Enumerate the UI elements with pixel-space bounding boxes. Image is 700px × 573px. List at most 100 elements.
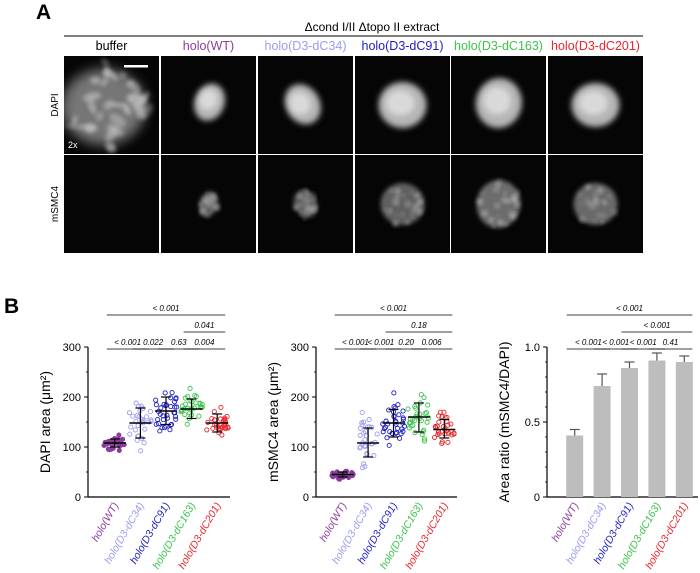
data-point [182,395,188,401]
data-point [157,428,163,434]
p-value-label: 0.63 [171,338,187,347]
data-point [134,437,140,443]
p-value-label: 0.20 [398,338,414,347]
p-value-label: < 0.001 [630,338,657,347]
data-point [357,432,363,438]
data-point [162,390,168,396]
data-point [399,426,405,432]
y-tick-label: 100 [63,442,81,454]
p-value-label: 0.006 [422,338,443,347]
data-point [425,402,431,408]
msmc4-micrograph [161,155,256,253]
p-value-label: < 0.001 [602,338,629,347]
dapi-micrograph [161,56,256,154]
data-point [412,403,418,409]
data-point [424,410,430,416]
data-point [395,402,401,408]
data-point [130,413,136,419]
data-point [357,444,363,450]
data-point [209,416,215,422]
data-point [435,431,441,438]
p-value-label: 0.41 [663,338,679,347]
data-point [116,432,122,438]
data-point [210,425,216,431]
data-point [384,435,390,441]
column-header: holo(D3-dC201) [551,39,640,53]
p-value-label: < 0.001 [342,338,369,347]
data-point [204,427,210,433]
p-value-label: < 0.001 [367,338,394,347]
magnification-label: 2x [68,140,78,150]
dapi-micrograph [355,56,450,154]
data-point [116,447,122,453]
data-point [191,405,197,411]
data-point [219,432,225,438]
data-point [432,423,438,430]
data-point [419,431,425,438]
data-point [396,412,402,418]
data-point [366,424,372,430]
data-point [421,394,427,401]
data-point [380,421,386,427]
data-point [160,413,166,419]
row-label: mSMC4 [50,186,61,223]
data-point [397,435,403,441]
data-point [182,411,188,418]
data-point [422,438,428,444]
data-point [173,395,179,401]
data-point [168,404,174,410]
data-point [359,422,365,428]
dapi-micrograph [548,56,643,154]
data-point [391,404,397,410]
data-point [405,406,411,412]
y-tick-label: 200 [291,392,309,404]
data-point [222,423,228,429]
data-point [359,420,365,426]
data-point [418,392,424,398]
data-point [128,424,134,430]
data-point [441,409,447,415]
y-axis-label: DAPI area (μm²) [37,371,53,473]
data-point [362,444,368,450]
y-tick-label: 300 [63,342,81,354]
column-header: holo(D3-dC34) [265,39,347,53]
data-point [184,421,190,427]
column-header: holo(WT) [183,39,234,53]
y-axis-label: Area ratio (mSMC4/DAPI) [496,341,512,502]
p-value-label: < 0.001 [643,321,670,330]
data-point [144,414,150,420]
data-point [398,431,404,437]
column-header: holo(D3-dC91) [362,39,444,53]
data-point [147,409,154,415]
msmc4-micrograph [355,155,450,253]
data-point [225,424,231,430]
data-point [445,422,451,428]
data-point [410,422,416,428]
dapi-micrograph: 2x [64,56,159,154]
data-point [146,419,152,425]
data-point [445,439,451,445]
data-point [156,421,162,427]
data-point [153,402,159,408]
p-value-label: < 0.001 [575,338,602,347]
data-point [187,385,193,391]
y-tick-label: 0.5 [525,417,540,429]
bar [648,360,666,497]
bar [566,435,584,497]
data-point [132,427,138,433]
data-point [400,408,406,414]
data-point [133,400,139,406]
column-headers: buffer holo(WT) holo(D3-dC34) holo(D3-dC91)… [96,39,640,53]
data-point [400,415,406,421]
p-value-label: < 0.001 [153,304,180,313]
data-point [153,397,159,403]
data-point [448,421,454,427]
y-tick-label: 200 [63,392,81,404]
panel-a-letter: A [36,1,51,24]
data-point [436,419,442,425]
panel-b-letter: B [4,295,19,318]
data-point [173,416,179,422]
data-point [192,392,198,398]
